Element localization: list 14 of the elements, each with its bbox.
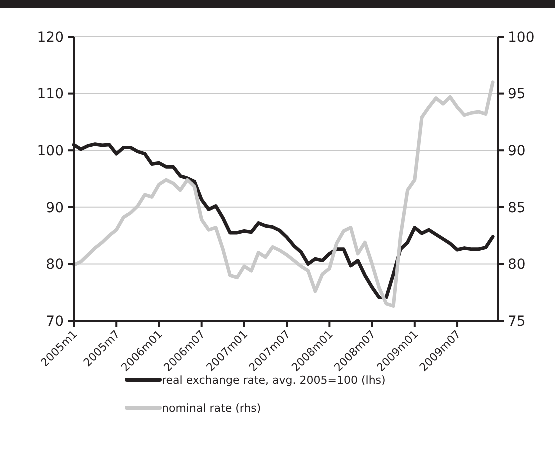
y2-tick-label: 95 xyxy=(508,86,526,103)
y-tick-label: 110 xyxy=(37,86,64,103)
legend-label: nominal rate (rhs) xyxy=(162,402,262,415)
y-tick-label: 80 xyxy=(46,257,64,274)
y2-tick-label: 80 xyxy=(508,257,526,274)
y2-tick-label: 100 xyxy=(508,30,535,46)
y2-tick-label: 90 xyxy=(508,144,526,160)
legend-label: real exchange rate, avg. 2005=100 (lhs) xyxy=(162,374,386,387)
y-tick-label: 100 xyxy=(37,144,64,160)
y2-tick-label: 85 xyxy=(508,200,526,216)
y-tick-label: 120 xyxy=(37,30,64,46)
y2-tick-label: 75 xyxy=(508,314,526,330)
y-tick-label: 90 xyxy=(46,200,64,216)
y-tick-label: 70 xyxy=(46,314,64,330)
